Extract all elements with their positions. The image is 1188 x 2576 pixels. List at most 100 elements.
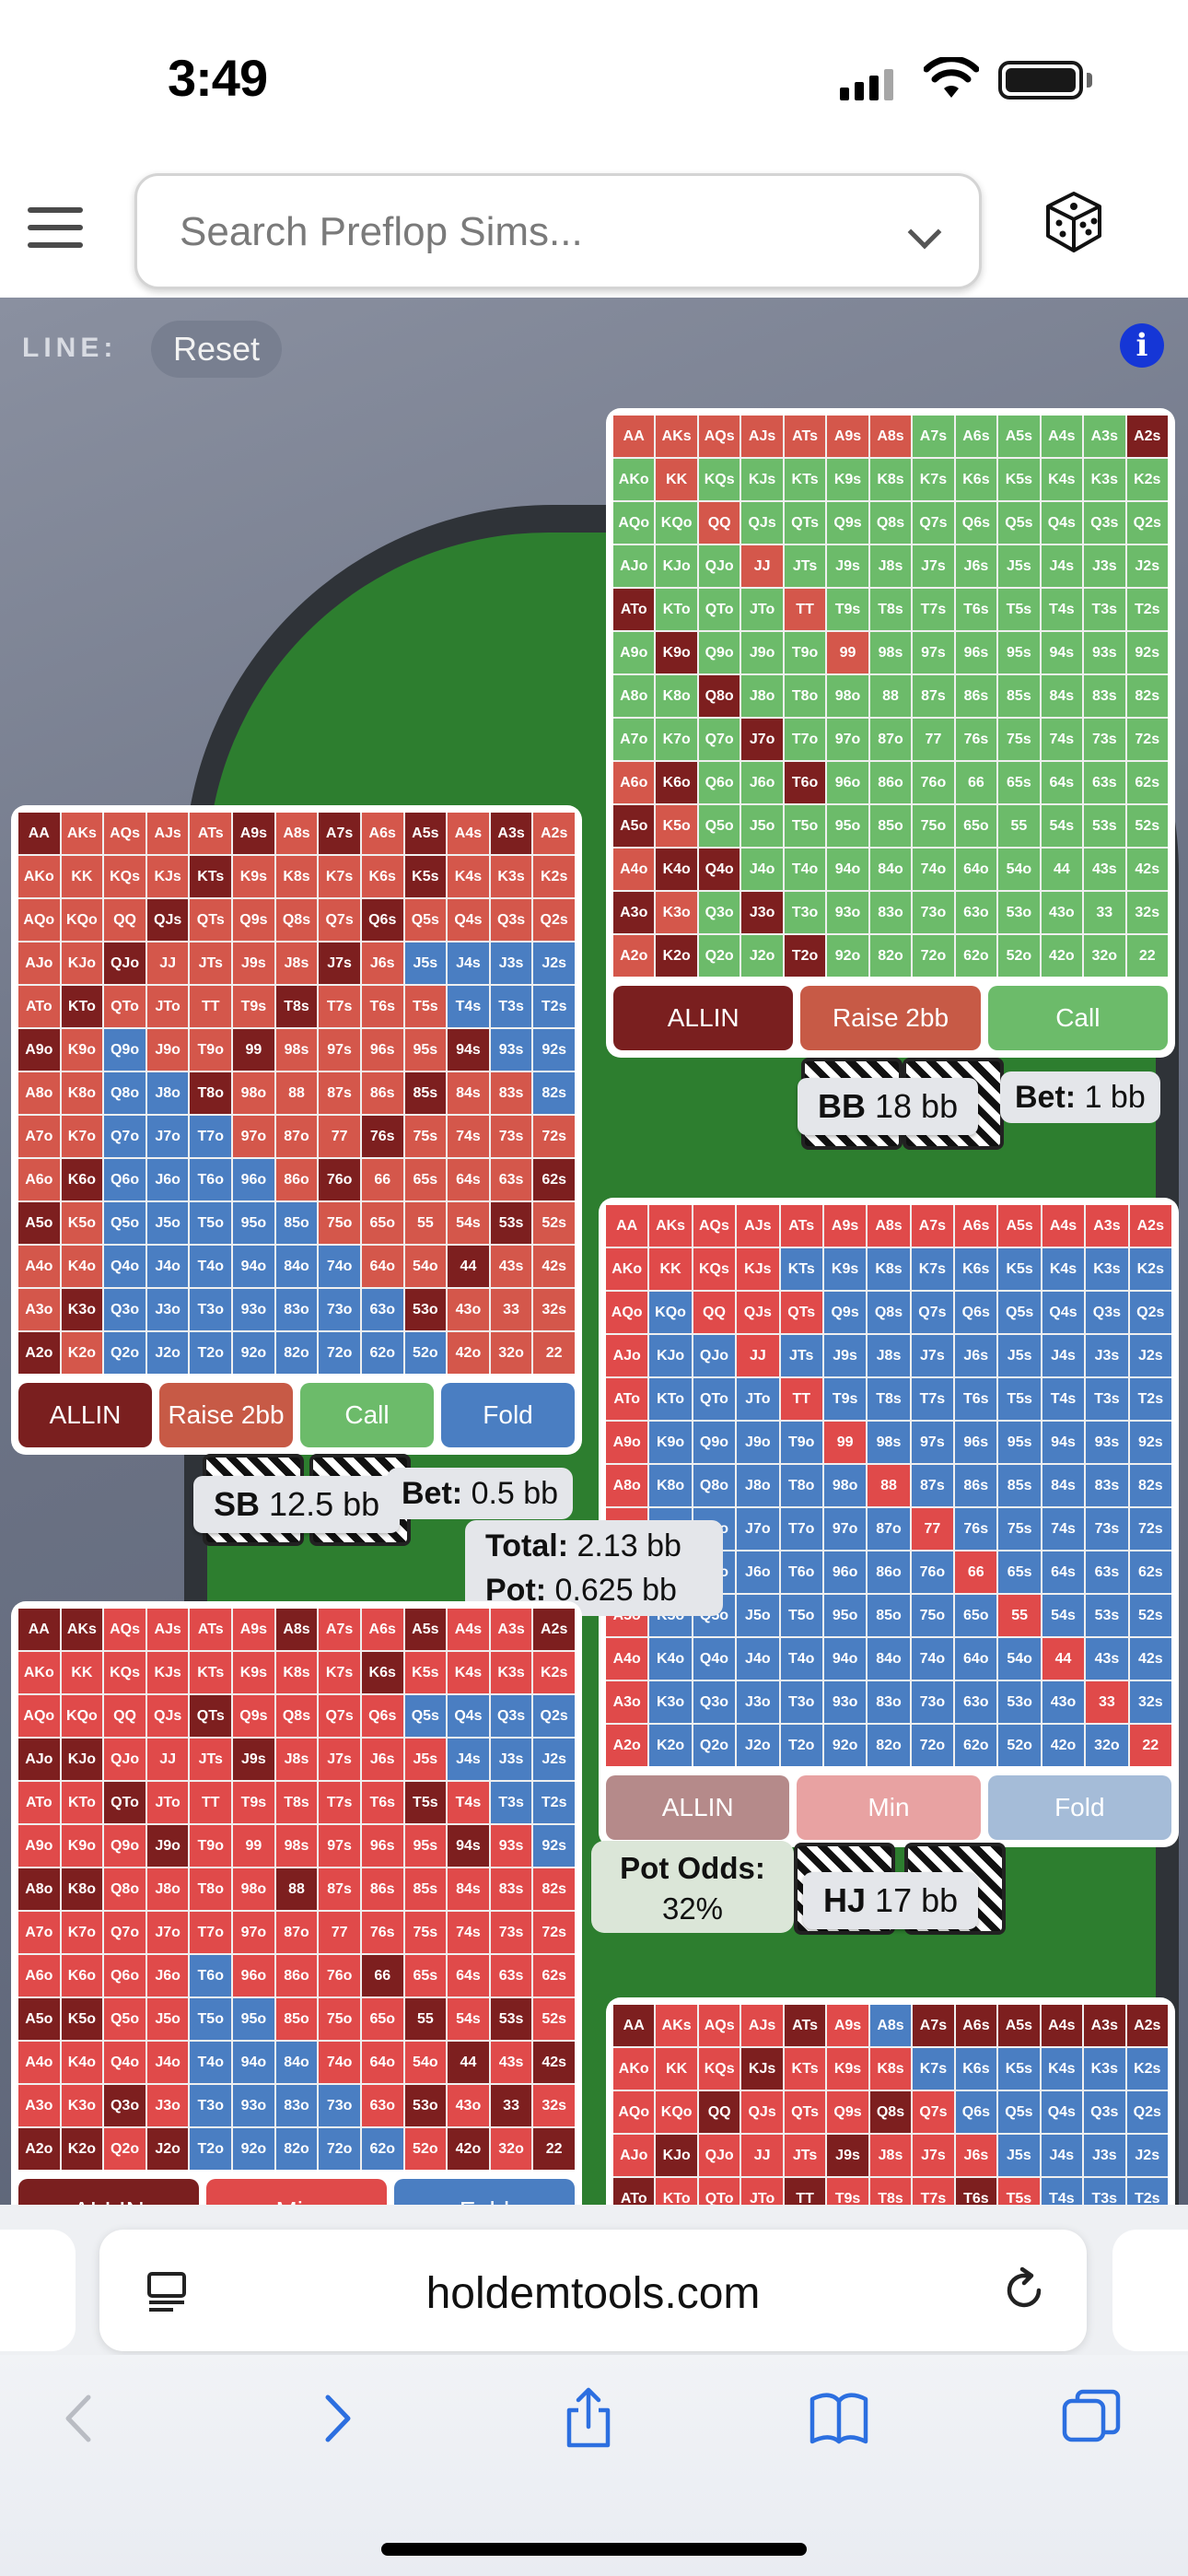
hand-cell[interactable]: 65o xyxy=(361,1998,403,2040)
hand-cell[interactable]: 92o xyxy=(233,2128,274,2170)
hand-cell[interactable]: K9o xyxy=(649,1422,692,1463)
hand-cell[interactable]: JTo xyxy=(737,1378,779,1420)
hand-cell[interactable]: T6s xyxy=(361,1782,403,1823)
hand-cell[interactable]: Q7s xyxy=(319,899,360,941)
hand-cell[interactable]: T7o xyxy=(190,1912,232,1953)
hand-cell[interactable]: A6s xyxy=(955,1205,997,1247)
hand-cell[interactable]: JTo xyxy=(741,589,783,630)
hand-cell[interactable]: Q5s xyxy=(404,1695,447,1737)
hand-cell[interactable]: 87s xyxy=(319,1072,360,1114)
hand-cell[interactable]: 42o xyxy=(1041,935,1083,977)
hand-cell[interactable]: 85s xyxy=(998,675,1040,717)
hand-cell[interactable]: 73s xyxy=(490,1912,532,1953)
hand-cell[interactable]: 42s xyxy=(533,2042,575,2083)
hand-cell[interactable]: 92o xyxy=(823,1725,867,1766)
hand-cell[interactable]: ATo xyxy=(18,1782,60,1823)
hand-cell[interactable]: 65s xyxy=(998,762,1040,803)
hand-cell[interactable]: ATo xyxy=(606,1378,648,1420)
hand-cell[interactable]: K4o xyxy=(656,849,697,890)
hand-cell[interactable]: TT xyxy=(190,1782,232,1823)
hand-cell[interactable]: 64s xyxy=(1041,762,1083,803)
hand-cell[interactable]: Q5o xyxy=(104,1202,146,1244)
hand-cell[interactable]: AJo xyxy=(18,1739,60,1780)
hand-cell[interactable]: T2o xyxy=(190,1332,232,1374)
hand-cell[interactable]: A4s xyxy=(448,813,489,854)
hand-cell[interactable]: 75s xyxy=(404,1116,447,1157)
hand-cell[interactable]: 54s xyxy=(1041,805,1083,847)
previous-tab-peek[interactable] xyxy=(0,2230,76,2351)
hand-cell[interactable]: 83o xyxy=(869,892,912,933)
hand-cell[interactable]: J9s xyxy=(233,1739,274,1780)
reader-mode-icon[interactable] xyxy=(146,2270,188,2313)
address-bar[interactable]: holdemtools.com xyxy=(99,2230,1087,2351)
hand-cell[interactable]: TT xyxy=(780,1378,822,1420)
hand-cell[interactable]: Q3o xyxy=(104,1289,146,1330)
hand-cell[interactable]: A6s xyxy=(361,1609,403,1650)
hand-cell[interactable]: J9o xyxy=(146,1825,189,1867)
hand-cell[interactable]: 84o xyxy=(869,849,912,890)
hand-cell[interactable]: 65o xyxy=(955,805,997,847)
hand-cell[interactable]: KJs xyxy=(741,459,783,500)
hand-cell[interactable]: T8s xyxy=(868,1378,910,1420)
hand-cell[interactable]: 63o xyxy=(955,892,997,933)
hand-cell[interactable]: A3o xyxy=(613,892,655,933)
hand-cell[interactable]: 76o xyxy=(913,762,954,803)
hand-cell[interactable]: JTo xyxy=(146,1782,189,1823)
hand-cell[interactable]: A2s xyxy=(1129,1205,1171,1247)
hand-cell[interactable]: KQs xyxy=(693,1248,736,1290)
hand-cell[interactable]: A2o xyxy=(606,1725,648,1766)
hand-cell[interactable]: T5o xyxy=(190,1202,232,1244)
hand-cell[interactable]: 43o xyxy=(1042,1681,1085,1723)
hand-cell[interactable]: AA xyxy=(18,1609,60,1650)
hand-cell[interactable]: K4s xyxy=(1041,2048,1083,2090)
hand-cell[interactable]: Q3s xyxy=(490,899,532,941)
hand-cell[interactable]: 74s xyxy=(448,1116,489,1157)
hand-cell[interactable]: 75s xyxy=(404,1912,447,1953)
hand-cell[interactable]: JTs xyxy=(784,2135,826,2176)
hand-cell[interactable]: 76o xyxy=(911,1551,954,1593)
hand-cell[interactable]: J7s xyxy=(319,1739,360,1780)
hand-cell[interactable]: 72o xyxy=(319,1332,360,1374)
hand-cell[interactable]: 93s xyxy=(1084,632,1125,673)
hand-cell[interactable]: T7o xyxy=(784,719,826,760)
hand-cell[interactable]: J8s xyxy=(868,1335,910,1376)
hand-cell[interactable]: 88 xyxy=(868,1465,910,1506)
hand-cell[interactable]: A5s xyxy=(998,2005,1040,2046)
hand-cell[interactable]: T4o xyxy=(190,2042,232,2083)
hand-cell[interactable]: T8o xyxy=(780,1465,822,1506)
hand-cell[interactable]: A8s xyxy=(869,416,912,457)
hand-cell[interactable]: A5o xyxy=(613,805,655,847)
hand-cell[interactable]: 86o xyxy=(869,762,912,803)
hand-cell[interactable]: T9s xyxy=(233,986,274,1027)
hand-cell[interactable]: A2s xyxy=(533,813,575,854)
hand-cell[interactable]: 94o xyxy=(233,2042,274,2083)
hand-cell[interactable]: 55 xyxy=(998,805,1040,847)
hand-cell[interactable]: J7o xyxy=(737,1508,779,1550)
seat-hj[interactable]: HJ 17 bb xyxy=(803,1872,979,1929)
hand-cell[interactable]: 82o xyxy=(275,2128,318,2170)
hand-cell[interactable]: A8o xyxy=(18,1868,60,1910)
hand-cell[interactable]: T6o xyxy=(190,1955,232,1996)
hand-cell[interactable]: K2s xyxy=(533,1652,575,1693)
hand-cell[interactable]: 64o xyxy=(955,849,997,890)
hand-cell[interactable]: K6o xyxy=(656,762,697,803)
hand-cell[interactable]: KQs xyxy=(698,2048,740,2090)
hand-cell[interactable]: KTs xyxy=(784,459,826,500)
hand-cell[interactable]: 53s xyxy=(490,1202,532,1244)
hand-cell[interactable]: T6s xyxy=(361,986,403,1027)
hand-cell[interactable]: AJo xyxy=(606,1335,648,1376)
hand-cell[interactable]: A8o xyxy=(606,1465,648,1506)
hand-cell[interactable]: J3o xyxy=(741,892,783,933)
hand-cell[interactable]: 44 xyxy=(448,1246,489,1287)
hand-cell[interactable]: 42s xyxy=(1126,849,1168,890)
hand-cell[interactable]: J5o xyxy=(737,1595,779,1636)
hand-cell[interactable]: Q3o xyxy=(698,892,740,933)
hand-cell[interactable]: Q5o xyxy=(104,1998,146,2040)
hand-cell[interactable]: 72s xyxy=(533,1116,575,1157)
hand-cell[interactable]: K6s xyxy=(361,1652,403,1693)
hand-cell[interactable]: 97o xyxy=(827,719,868,760)
hand-cell[interactable]: T9o xyxy=(190,1029,232,1071)
hand-cell[interactable]: T2s xyxy=(1126,589,1168,630)
hand-cell[interactable]: J7s xyxy=(319,943,360,984)
hand-cell[interactable]: 73o xyxy=(913,892,954,933)
